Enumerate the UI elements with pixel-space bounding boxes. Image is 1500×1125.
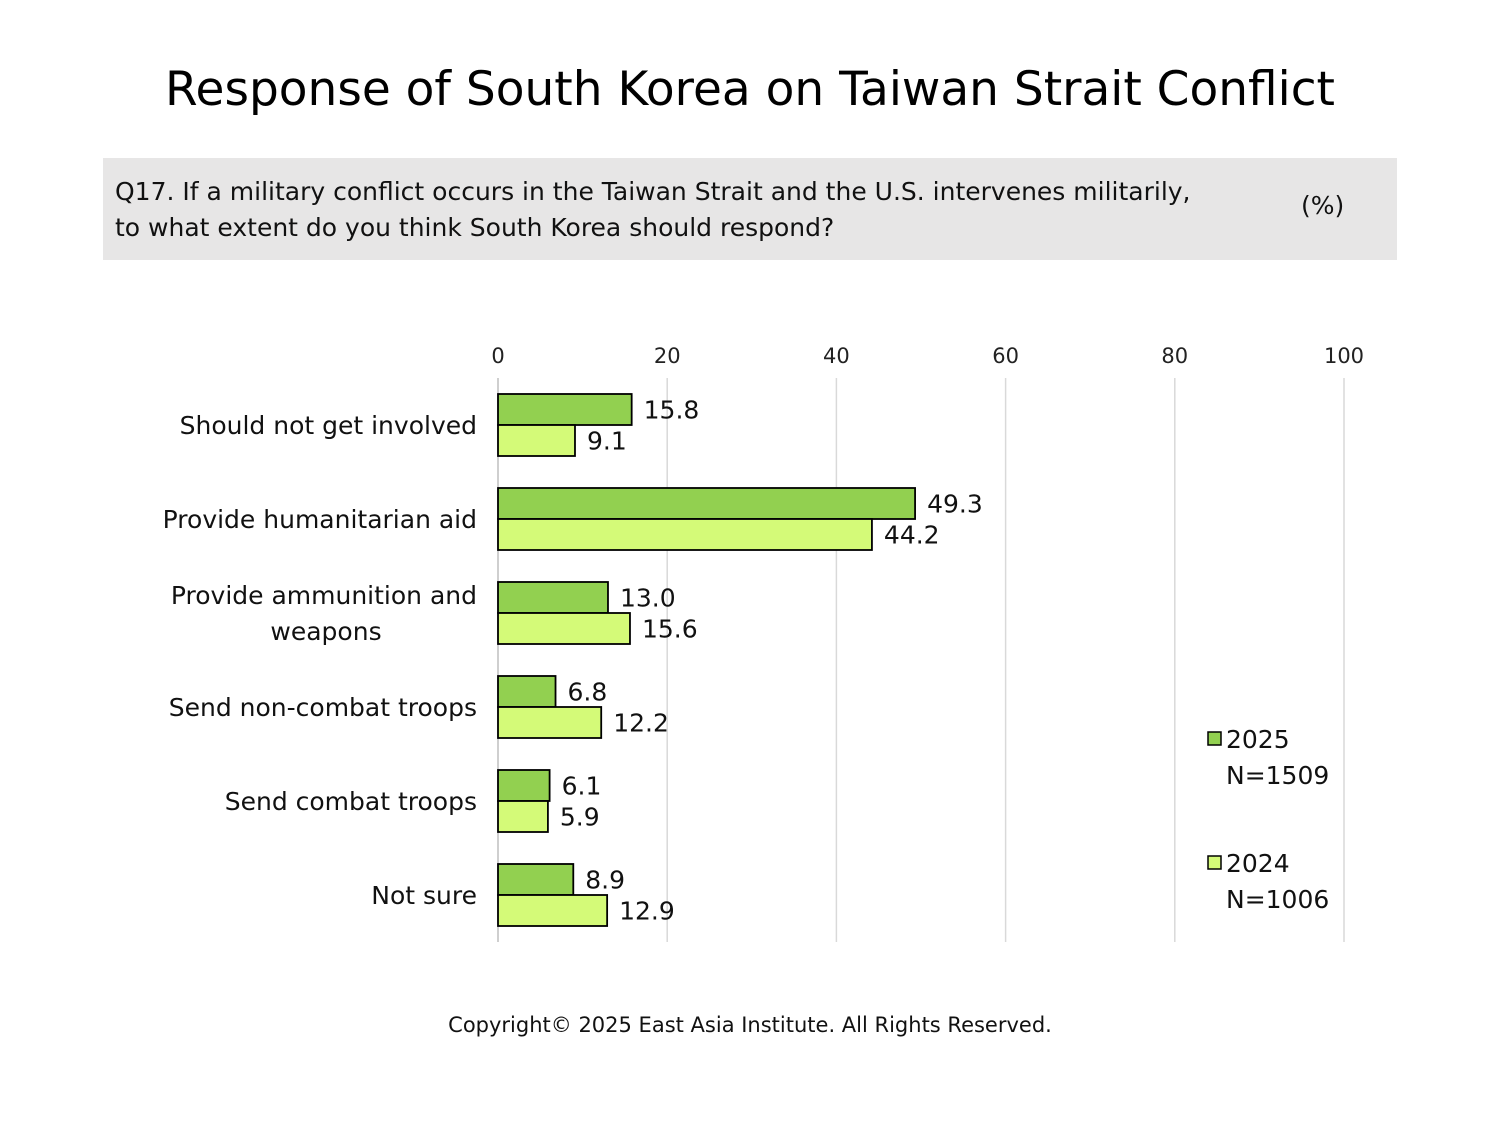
category-label: Send non-combat troops — [169, 693, 477, 722]
bar-2025 — [497, 769, 551, 802]
data-label: 6.8 — [568, 678, 608, 707]
question-text: Q17. If a military conflict occurs in th… — [115, 174, 1255, 246]
category-label: Not sure — [371, 881, 477, 910]
bar-2024 — [497, 518, 873, 551]
category-label: Provide ammunition and — [171, 581, 477, 610]
data-label: 44.2 — [884, 521, 940, 550]
unit-label: (%) — [1301, 191, 1345, 220]
copyright-notice: Copyright© 2025 East Asia Institute. All… — [448, 1013, 1052, 1037]
data-label: 12.9 — [619, 897, 675, 926]
data-label: 5.9 — [560, 803, 600, 832]
bar-2024 — [497, 424, 576, 457]
question-box: Q17. If a military conflict occurs in th… — [103, 158, 1397, 260]
chart-title: Response of South Korea on Taiwan Strait… — [165, 62, 1335, 117]
data-label: 8.9 — [585, 866, 625, 895]
bar-2025 — [497, 675, 557, 708]
x-tick-label: 60 — [992, 344, 1019, 368]
legend-swatch-2024 — [1207, 855, 1222, 870]
data-label: 13.0 — [620, 584, 676, 613]
question-line-2: to what extent do you think South Korea … — [115, 213, 835, 242]
data-label: 15.6 — [642, 615, 698, 644]
legend-sample-size: N=1509 — [1226, 761, 1329, 790]
question-line-1: Q17. If a military conflict occurs in th… — [115, 177, 1191, 206]
x-tick-label: 100 — [1324, 344, 1364, 368]
data-label: 6.1 — [562, 772, 602, 801]
legend-label: 2025 — [1226, 725, 1290, 754]
legend-label: 2024 — [1226, 849, 1290, 878]
x-tick-label: 80 — [1161, 344, 1188, 368]
bar-2025 — [497, 863, 575, 896]
bar-2025 — [497, 487, 916, 520]
category-label: weapons — [270, 617, 381, 646]
x-tick-label: 0 — [491, 344, 504, 368]
category-label: Send combat troops — [225, 787, 477, 816]
bar-2024 — [497, 706, 603, 739]
data-label: 9.1 — [587, 427, 627, 456]
bar-2024 — [497, 894, 609, 927]
data-label: 49.3 — [927, 490, 983, 519]
data-label: 12.2 — [613, 709, 669, 738]
legend-sample-size: N=1006 — [1226, 885, 1329, 914]
bar-2025 — [497, 581, 609, 614]
legend-swatch-2025 — [1207, 731, 1222, 746]
bar-2024 — [497, 800, 549, 833]
x-tick-label: 40 — [823, 344, 850, 368]
data-label: 15.8 — [644, 396, 700, 425]
bar-2024 — [497, 612, 631, 645]
bar-chart: 0 20 40 60 80 100 Should not get involved 15.8 9… — [163, 344, 1364, 942]
category-label: Provide humanitarian aid — [163, 505, 477, 534]
bar-2025 — [497, 393, 633, 426]
category-label: Should not get involved — [180, 411, 477, 440]
x-tick-label: 20 — [654, 344, 681, 368]
